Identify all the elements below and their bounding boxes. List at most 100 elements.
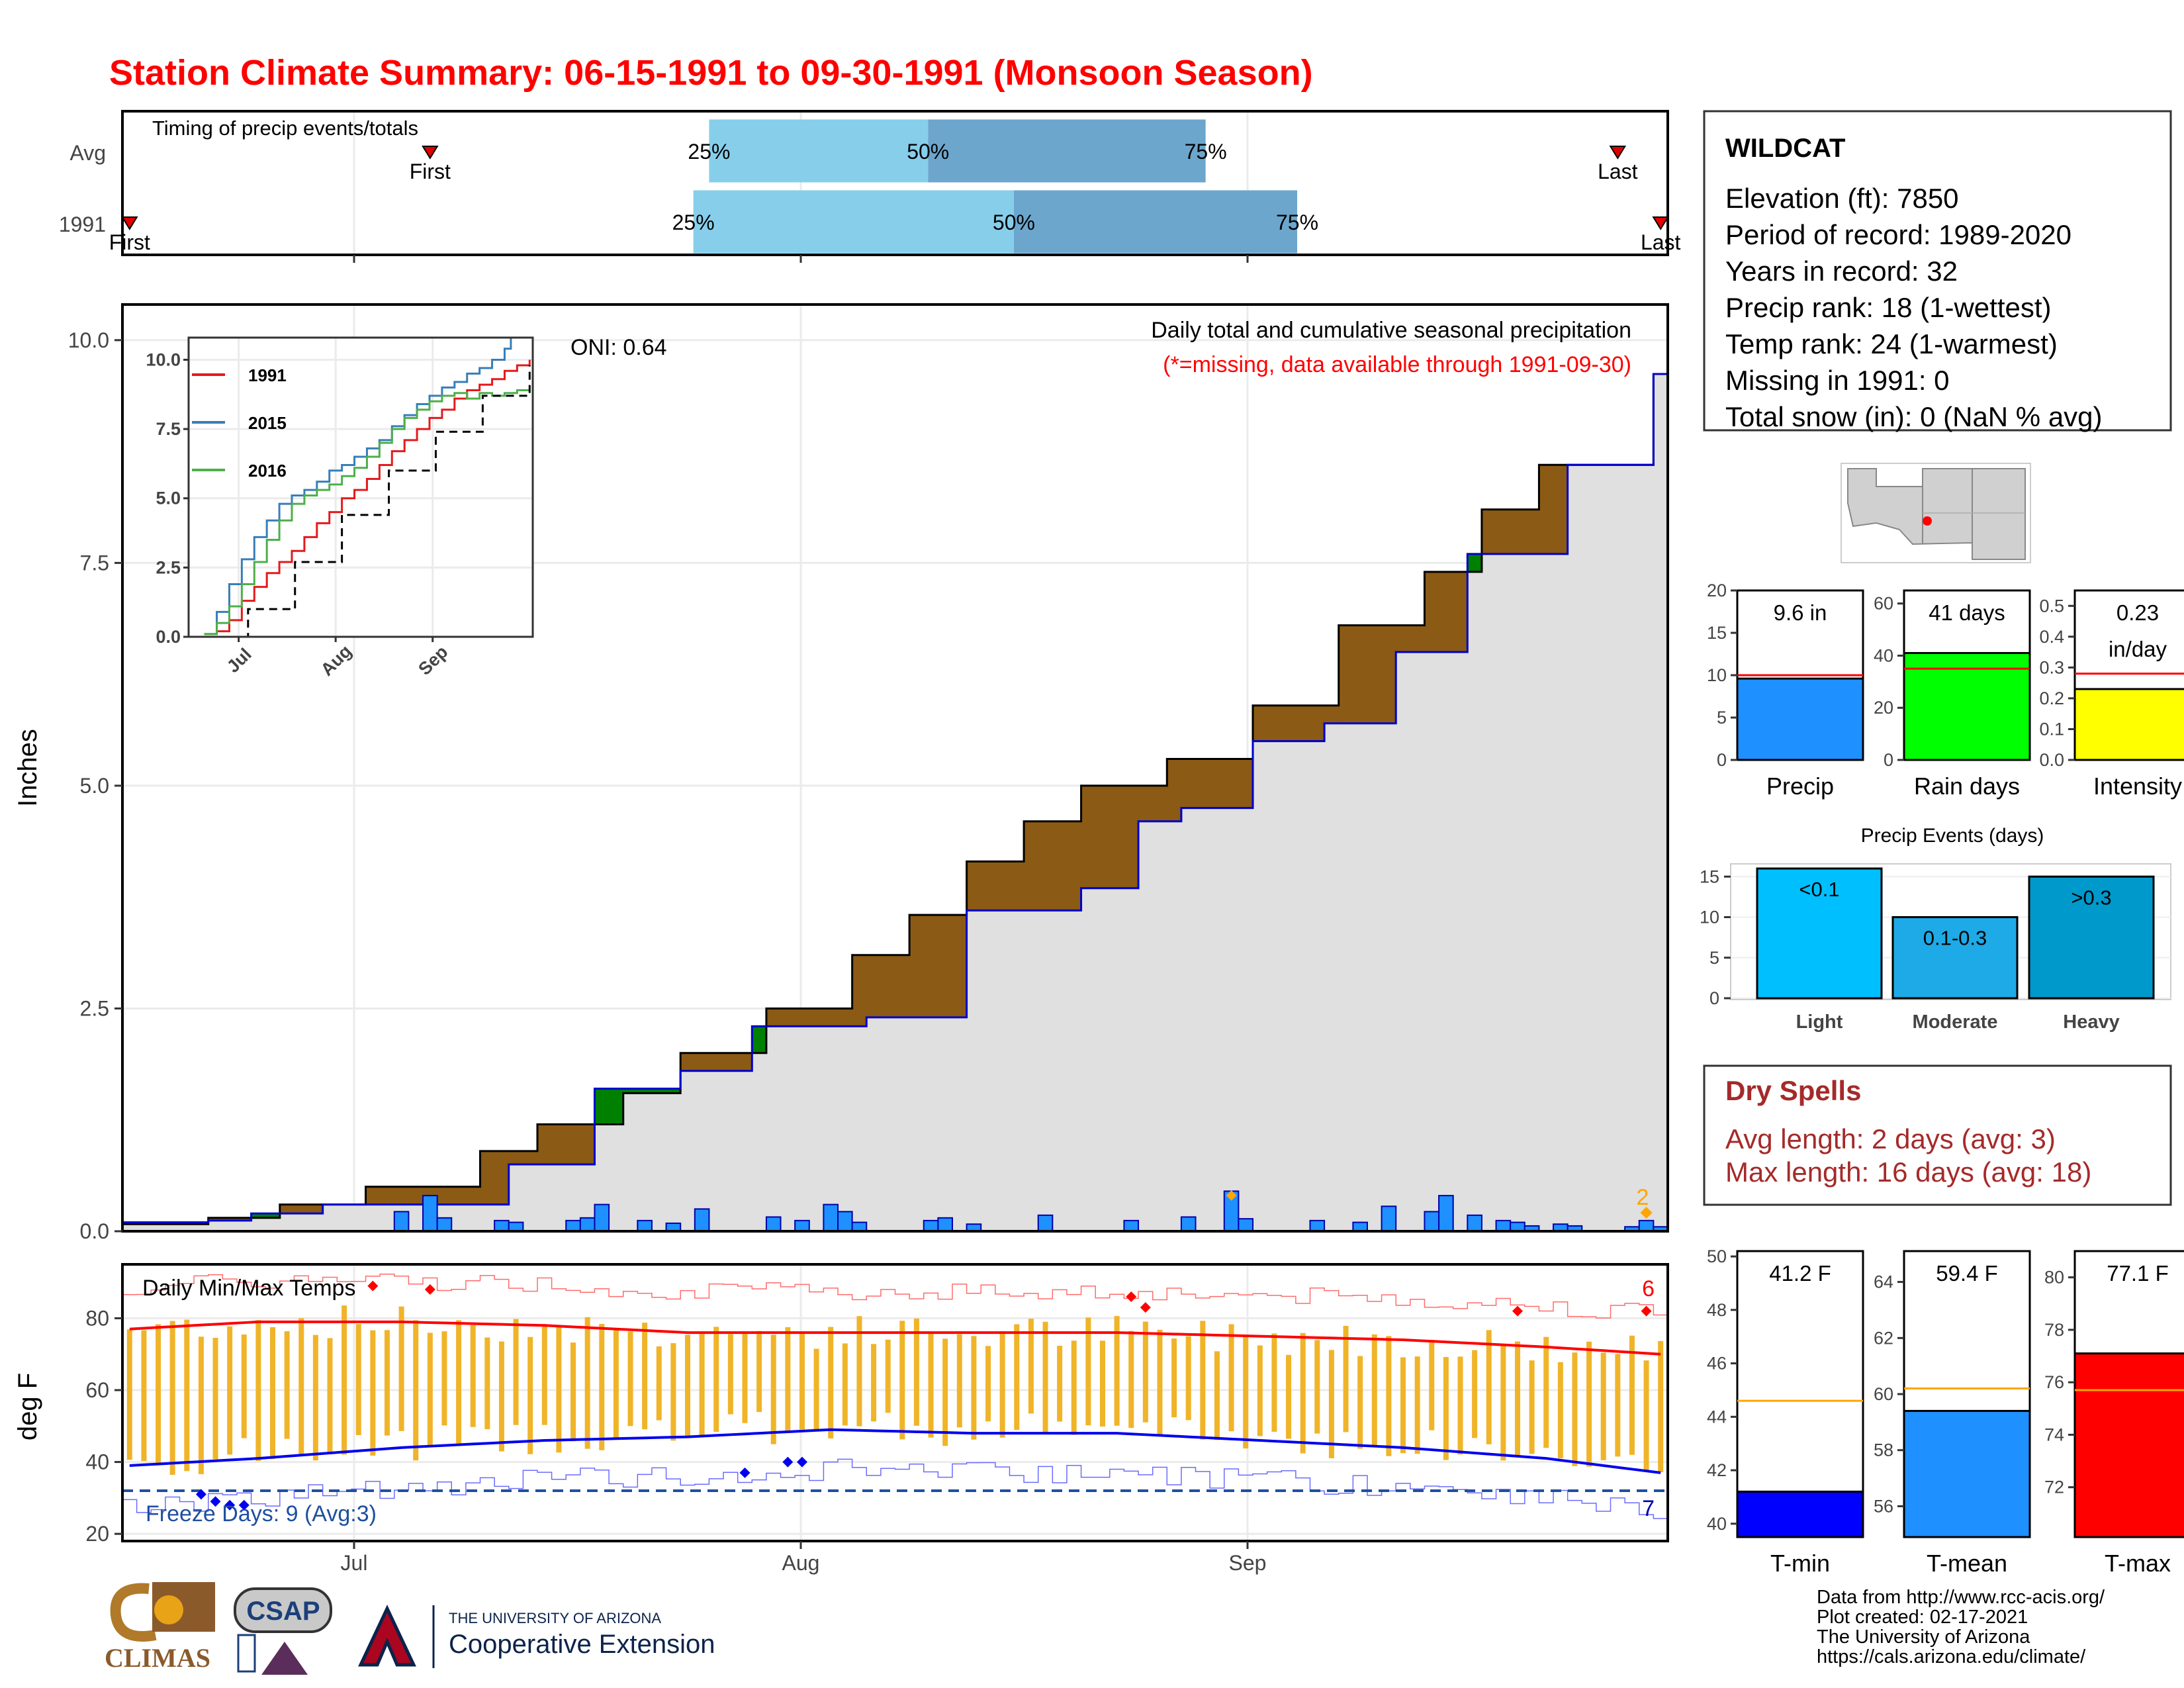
precip-anomaly-step bbox=[1367, 625, 1383, 724]
precip-summary-0-label: Precip bbox=[1766, 773, 1834, 800]
timing-bar-q2 bbox=[928, 119, 1206, 183]
precip-anomaly-step bbox=[1439, 571, 1454, 652]
precip-anomaly-step bbox=[594, 1088, 610, 1125]
temp-range-bar bbox=[141, 1330, 147, 1462]
temp-range-bar bbox=[355, 1324, 361, 1435]
precip-anomaly-step bbox=[380, 1186, 395, 1205]
temp-range-bar bbox=[1643, 1360, 1649, 1472]
precip-base-step bbox=[508, 1164, 523, 1231]
precip-base-step bbox=[194, 1224, 209, 1231]
precip-summary-2-value-label: 0.23 bbox=[2116, 600, 2159, 625]
precip-summary-0-value-label: 9.6 in bbox=[1774, 600, 1827, 625]
temp-range-bar bbox=[1514, 1341, 1520, 1456]
precip-base-step bbox=[380, 1204, 395, 1231]
dry-spells-max: Max length: 16 days (avg: 18) bbox=[1725, 1156, 2091, 1188]
precip-base-step bbox=[337, 1204, 352, 1231]
precip-summary-2-tick-label: 0.4 bbox=[2039, 627, 2064, 647]
temp-range-bar bbox=[413, 1320, 419, 1461]
temp-summary-1-tick-label: 64 bbox=[1874, 1272, 1893, 1292]
temp-panel-label: Daily Min/Max Temps bbox=[142, 1276, 355, 1301]
temp-summary-2-tick-label: 80 bbox=[2044, 1268, 2064, 1288]
precip-summary-1-tick-label: 60 bbox=[1874, 594, 1893, 614]
precip-summary-0-tick-label: 0 bbox=[1717, 750, 1727, 770]
precip-base-step bbox=[1195, 808, 1210, 1231]
temp-range-bar bbox=[1400, 1357, 1406, 1454]
precip-base-step bbox=[537, 1164, 553, 1231]
precip-base-step bbox=[938, 1017, 953, 1231]
temp-summary-2-bar bbox=[2073, 1352, 2184, 1538]
events-tick-label: 15 bbox=[1700, 867, 1719, 886]
precip-base-step bbox=[694, 1070, 709, 1231]
timing-last-label: Last bbox=[1641, 230, 1681, 254]
temp-range-bar bbox=[856, 1316, 862, 1427]
timing-bar-q1 bbox=[693, 190, 1014, 254]
temp-range-bar bbox=[1071, 1340, 1077, 1435]
precip-base-step bbox=[1124, 888, 1139, 1231]
events-title: Precip Events (days) bbox=[1861, 825, 2044, 847]
y-tick-label: 10.0 bbox=[68, 328, 109, 352]
record-low-marker bbox=[210, 1496, 221, 1507]
daily-precip-bar bbox=[851, 1221, 868, 1232]
temp-range-bar bbox=[928, 1333, 934, 1438]
precip-base-step bbox=[780, 1026, 796, 1231]
precip-base-step bbox=[1253, 741, 1268, 1231]
climas-logo-text: CLIMAS bbox=[105, 1643, 210, 1673]
precip-anomaly-step bbox=[1138, 785, 1154, 821]
daily-precip-bar bbox=[436, 1217, 453, 1233]
precip-anomaly-step bbox=[1167, 759, 1182, 821]
precip-anomaly-step bbox=[1124, 785, 1139, 888]
precip-base-step bbox=[208, 1220, 223, 1231]
precip-summary-0-tick-label: 10 bbox=[1707, 665, 1727, 685]
precip-anomaly-step bbox=[1024, 821, 1039, 911]
precip-base-step bbox=[1524, 553, 1539, 1231]
temp-range-bar bbox=[1171, 1338, 1177, 1418]
precip-anomaly-step bbox=[780, 1008, 796, 1027]
inset-legend-label: 2015 bbox=[248, 413, 287, 433]
station-snow: Total snow (in): 0 (NaN % avg) bbox=[1725, 401, 2103, 432]
precip-summary-1-tick-label: 20 bbox=[1874, 698, 1893, 718]
precip-base-step bbox=[866, 1017, 882, 1231]
page-title: Station Climate Summary: 06-15-1991 to 0… bbox=[109, 53, 1313, 93]
temp-summary-1-value-label: 59.4 F bbox=[1936, 1261, 1998, 1286]
temp-range-bar bbox=[1185, 1336, 1191, 1421]
daily-precip-bar bbox=[565, 1219, 581, 1233]
csap-logo: CSAP bbox=[234, 1587, 332, 1675]
events-bar-label: Heavy bbox=[2063, 1011, 2119, 1033]
precip-base-step bbox=[1353, 723, 1368, 1231]
daily-precip-bar bbox=[637, 1219, 653, 1233]
precip-anomaly-step bbox=[1539, 465, 1554, 554]
precip-anomaly-step bbox=[1253, 705, 1268, 741]
precip-anomaly-step bbox=[1467, 553, 1482, 572]
temp-range-bar bbox=[270, 1327, 276, 1460]
temp-range-bar bbox=[456, 1320, 462, 1444]
precip-base-step bbox=[752, 1053, 767, 1231]
temp-range-bar bbox=[913, 1318, 919, 1426]
temp-range-bar bbox=[871, 1344, 877, 1422]
temp-range-bar bbox=[1557, 1362, 1563, 1458]
precip-base-step bbox=[1510, 553, 1525, 1231]
temp-range-bar bbox=[198, 1336, 204, 1474]
temp-range-bar bbox=[842, 1343, 848, 1426]
record-low-marker bbox=[195, 1489, 206, 1500]
record-high-marker bbox=[1140, 1302, 1151, 1313]
precip-base-step bbox=[795, 1026, 810, 1231]
precip-base-step bbox=[1410, 652, 1425, 1231]
temp-range-bar bbox=[685, 1335, 691, 1438]
timing-pct-label: 50% bbox=[993, 211, 1035, 234]
temp-summary-0-tick-label: 50 bbox=[1707, 1246, 1727, 1266]
precip-anomaly-step bbox=[838, 1008, 853, 1027]
temp-range-bar bbox=[1429, 1340, 1435, 1430]
timing-first-marker bbox=[121, 216, 138, 230]
precip-base-step bbox=[580, 1164, 595, 1231]
precip-base-step bbox=[1338, 723, 1353, 1231]
station-precip-rank: Precip rank: 18 (1-wettest) bbox=[1725, 292, 2052, 323]
precip-anomaly-step bbox=[666, 1088, 681, 1094]
temp-summary-0-tick-label: 48 bbox=[1707, 1300, 1727, 1320]
precip-anomaly-step bbox=[1267, 705, 1282, 741]
temp-panel: Daily Min/Max Temps Freeze Days: 9 (Avg:… bbox=[13, 1263, 1669, 1575]
station-elevation: Elevation (ft): 7850 bbox=[1725, 183, 1959, 214]
daily-precip-bars bbox=[393, 1190, 1669, 1233]
station-info-box: WILDCAT Elevation (ft): 7850 Period of r… bbox=[1703, 110, 2172, 432]
precip-anomaly-step bbox=[437, 1186, 452, 1205]
temp-y-tick-label: 40 bbox=[85, 1450, 109, 1474]
